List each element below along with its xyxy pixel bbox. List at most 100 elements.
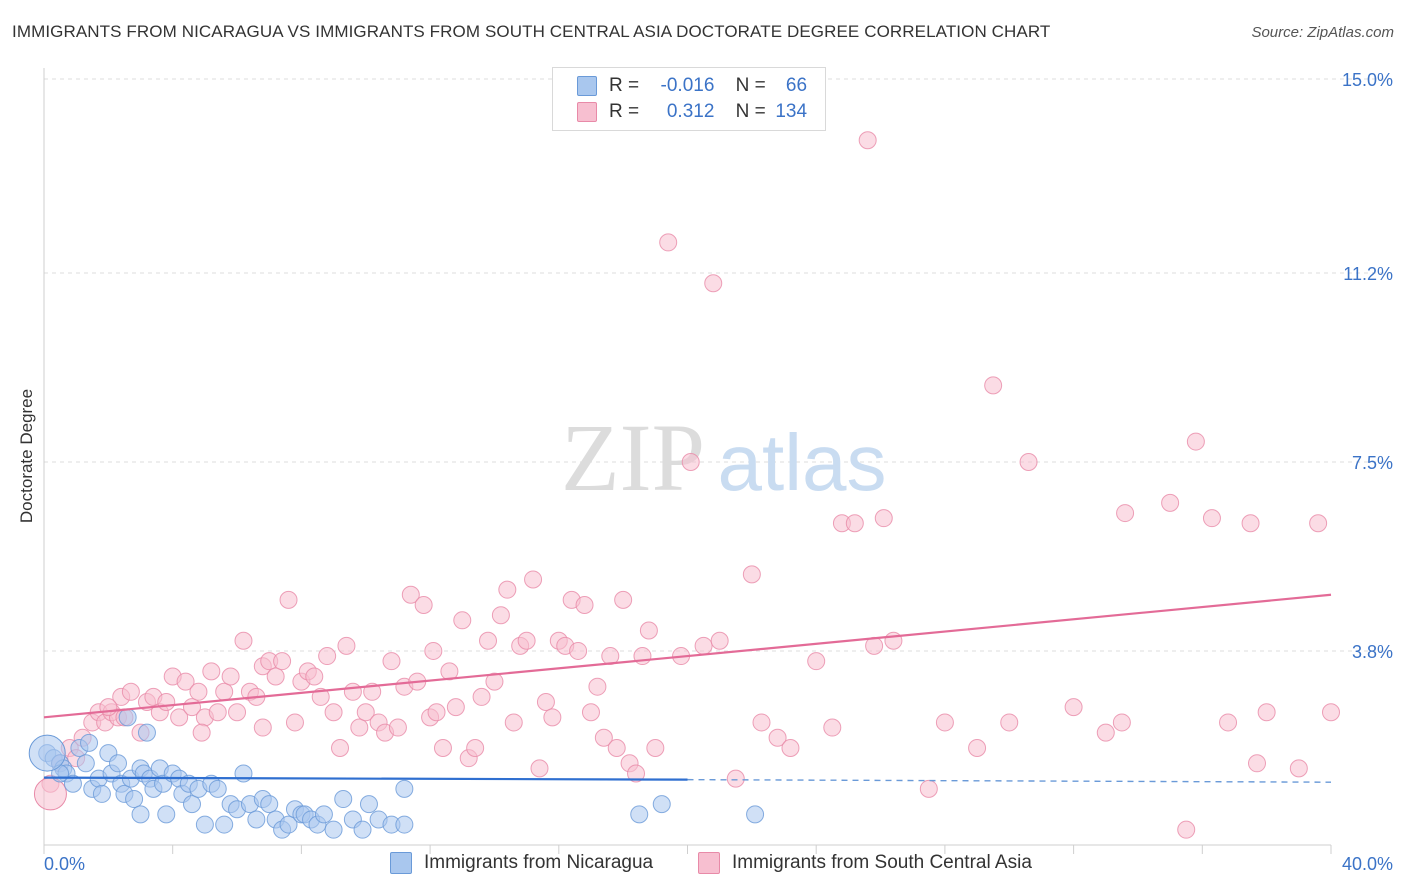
data-point	[491, 606, 510, 625]
data-point	[350, 718, 369, 737]
data-point	[588, 677, 607, 696]
legend-row-nicaragua: R = -0.016 N = 66	[577, 75, 807, 99]
legend-n-label: N =	[735, 75, 766, 96]
trend-line-south-central-asia	[43, 593, 1332, 719]
data-point	[157, 693, 176, 712]
data-point	[1309, 514, 1328, 533]
x-tick-label: 0.0%	[44, 854, 85, 874]
legend-n-value: 134	[775, 101, 808, 122]
x-tick-label: 40.0%	[1342, 854, 1393, 874]
data-point	[331, 738, 350, 757]
data-point	[382, 652, 401, 671]
data-point	[279, 815, 298, 834]
data-point	[1202, 509, 1221, 528]
data-point	[726, 769, 745, 788]
data-point	[752, 713, 771, 732]
data-point	[1186, 432, 1205, 451]
data-point	[472, 687, 491, 706]
legend-r-label: R =	[609, 101, 640, 122]
data-point	[1096, 723, 1115, 742]
y-tick-label: 11.2%	[1343, 264, 1393, 284]
legend-item-nicaragua: Immigrants from Nicaragua	[390, 852, 653, 874]
data-point	[234, 764, 253, 783]
watermark: ZIP atlas	[561, 404, 886, 511]
data-point	[569, 641, 588, 660]
data-point	[543, 708, 562, 727]
series-south-central-asia	[33, 131, 1340, 839]
legend-n-value: 66	[785, 75, 808, 96]
series-legend: Immigrants from Nicaragua Immigrants fro…	[0, 852, 1406, 878]
data-point	[195, 815, 214, 834]
data-point	[504, 713, 523, 732]
data-point	[121, 682, 140, 701]
trend-line-nicaragua	[43, 776, 688, 781]
data-point	[63, 774, 82, 793]
data-point	[807, 652, 826, 671]
data-point	[646, 738, 665, 757]
y-axis-label: Doctorate Degree	[17, 388, 36, 524]
legend-row-south-central-asia: R = 0.312 N = 134	[577, 101, 807, 125]
data-point	[76, 754, 95, 773]
data-point	[453, 611, 472, 630]
series-nicaragua	[28, 708, 765, 839]
data-point	[524, 570, 543, 589]
data-point	[337, 636, 356, 655]
data-point	[1247, 754, 1266, 773]
data-point	[1112, 713, 1131, 732]
data-point	[356, 703, 375, 722]
data-point	[710, 631, 729, 650]
data-point	[874, 509, 893, 528]
legend-swatch-south-central-asia	[577, 101, 597, 122]
data-point	[234, 631, 253, 650]
data-point	[1257, 703, 1276, 722]
data-point	[694, 636, 713, 655]
y-tick-label: 7.5%	[1352, 453, 1393, 473]
data-point	[1289, 759, 1308, 778]
data-point	[607, 738, 626, 757]
data-point	[192, 723, 211, 742]
correlation-legend: R = -0.016 N = 66 R = 0.312 N = 134	[552, 67, 826, 131]
data-point	[659, 233, 678, 252]
data-point	[414, 595, 433, 614]
data-point	[575, 595, 594, 614]
source-credit: Source: ZipAtlas.com	[1251, 24, 1394, 41]
legend-label-nicaragua: Immigrants from Nicaragua	[424, 852, 654, 874]
legend-item-south-central-asia: Immigrants from South Central Asia	[698, 852, 1032, 874]
data-point	[99, 698, 118, 717]
legend-label-south-central-asia: Immigrants from South Central Asia	[732, 852, 1032, 874]
data-point	[279, 590, 298, 609]
data-point	[479, 631, 498, 650]
axes	[43, 68, 1332, 854]
data-point	[221, 667, 240, 686]
data-point	[639, 621, 658, 640]
data-point	[28, 734, 66, 772]
data-point	[343, 682, 362, 701]
data-point	[601, 647, 620, 666]
grid-lines	[44, 78, 1392, 652]
legend-r-value: -0.016	[660, 75, 715, 96]
data-point	[388, 718, 407, 737]
data-point	[215, 682, 234, 701]
data-point	[768, 728, 787, 747]
data-point	[530, 759, 549, 778]
chart-title: IMMIGRANTS FROM NICARAGUA VS IMMIGRANTS …	[12, 22, 1051, 41]
data-point	[581, 703, 600, 722]
data-point	[311, 687, 330, 706]
data-point	[170, 708, 189, 727]
data-point	[681, 453, 700, 471]
data-point	[968, 738, 987, 757]
data-point	[176, 672, 195, 691]
data-point	[228, 703, 247, 722]
data-point	[823, 718, 842, 737]
data-point	[485, 672, 504, 691]
data-point	[781, 738, 800, 757]
data-point	[440, 662, 459, 681]
data-point	[208, 779, 227, 798]
y-tick-label: 3.8%	[1352, 642, 1393, 662]
data-point	[594, 728, 613, 747]
data-point	[1064, 698, 1083, 717]
data-point	[1116, 504, 1135, 523]
data-point	[266, 667, 285, 686]
data-point	[1241, 514, 1260, 533]
data-point	[359, 795, 378, 814]
